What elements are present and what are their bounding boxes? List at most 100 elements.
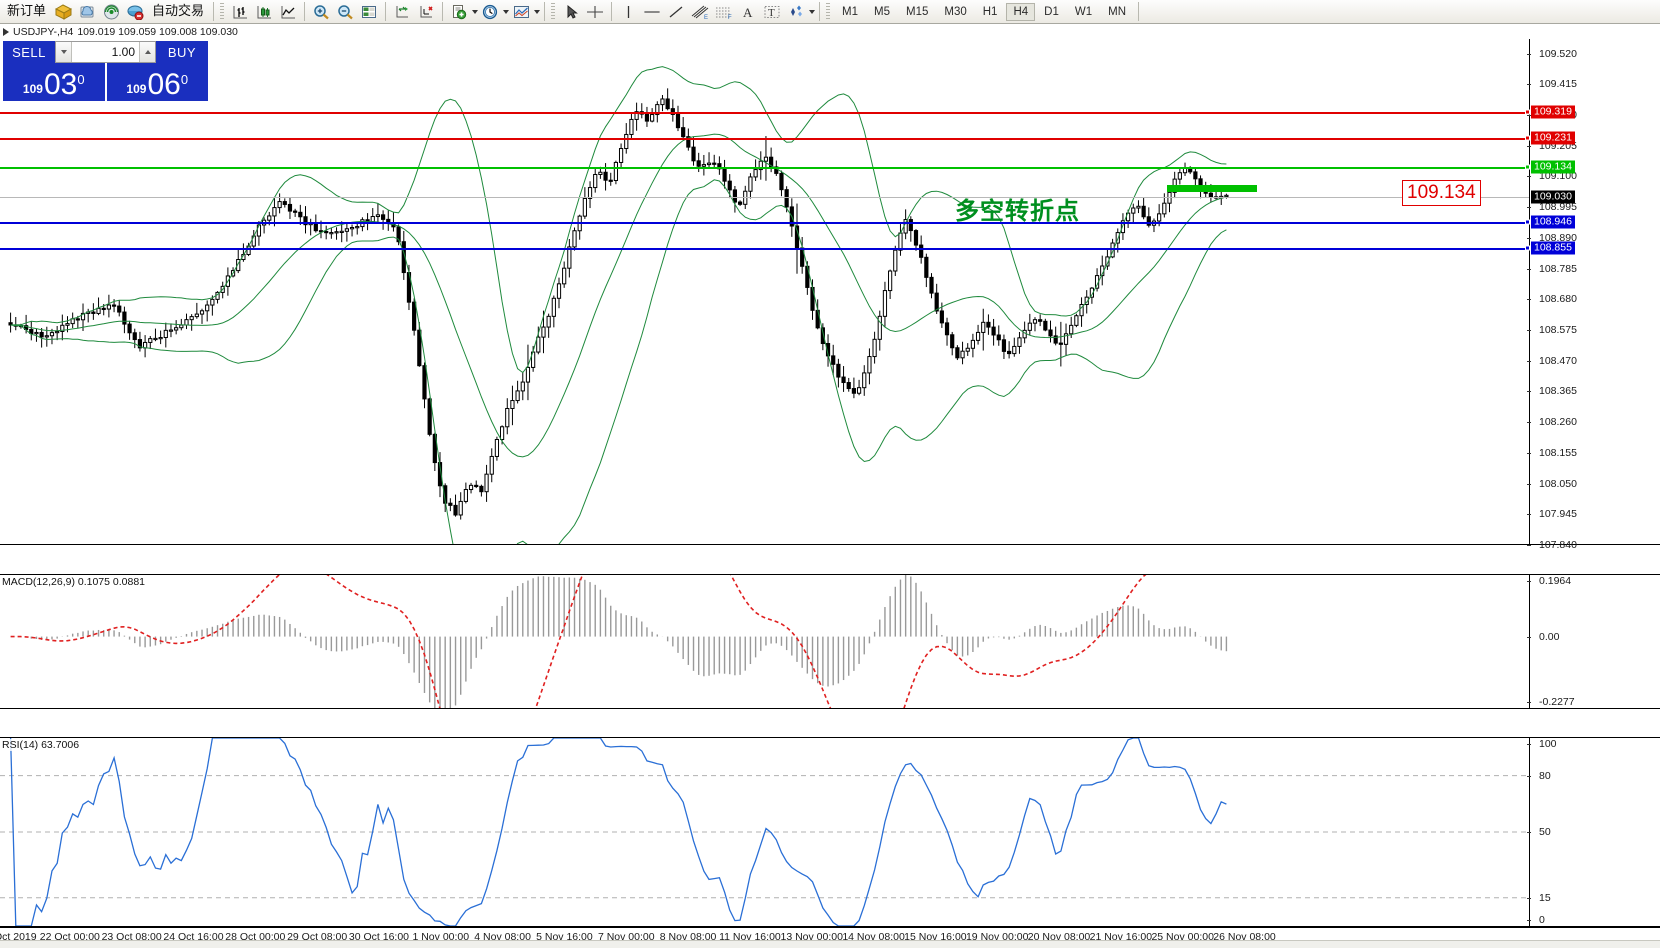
fibonacci-icon[interactable]: F bbox=[713, 1, 735, 22]
period-icon[interactable] bbox=[479, 1, 501, 22]
timeframe-w1[interactable]: W1 bbox=[1074, 5, 1093, 18]
volume-input[interactable]: 1.00 bbox=[72, 42, 139, 62]
svg-text:A: A bbox=[743, 5, 753, 20]
vertical-line-icon[interactable] bbox=[617, 1, 639, 22]
toolbar-grip[interactable] bbox=[551, 2, 556, 21]
price-tick: 109.415 bbox=[1527, 78, 1577, 90]
bar-chart-icon[interactable] bbox=[229, 1, 251, 22]
objects-icon[interactable] bbox=[785, 1, 807, 22]
timeframe-m5[interactable]: M5 bbox=[874, 5, 890, 18]
volume-increase-button[interactable] bbox=[139, 42, 155, 62]
price-level-label[interactable]: 109.030 bbox=[1531, 190, 1575, 204]
expand-arrow-icon[interactable] bbox=[3, 27, 9, 36]
volume-decrease-button[interactable] bbox=[56, 42, 72, 62]
macd-pane[interactable]: MACD(12,26,9) 0.1075 0.0881 0.1964 0.00 -0… bbox=[0, 574, 1660, 709]
price-level-line[interactable] bbox=[0, 138, 1529, 141]
add-indicator-icon[interactable] bbox=[448, 1, 470, 22]
timeframe-m1[interactable]: M1 bbox=[842, 5, 859, 18]
buy-button-label[interactable]: BUY bbox=[156, 41, 208, 63]
svg-text:T: T bbox=[768, 7, 775, 19]
toolbar-separator bbox=[213, 2, 215, 21]
signals-icon[interactable] bbox=[100, 1, 122, 22]
timeframe-d1[interactable]: D1 bbox=[1044, 5, 1059, 18]
volume-stepper[interactable]: 1.00 bbox=[55, 41, 156, 63]
toolbar-grip[interactable] bbox=[826, 2, 831, 21]
status-bar bbox=[0, 940, 1660, 948]
price-level-line[interactable] bbox=[0, 221, 1529, 224]
autoscroll-icon[interactable] bbox=[415, 1, 437, 22]
horizontal-line-icon[interactable] bbox=[641, 1, 663, 22]
price-tick: 108.575 bbox=[1527, 324, 1577, 336]
one-click-trading-panel[interactable]: SELL 1.00 BUY 109 03 0 109 06 0 bbox=[3, 41, 208, 101]
main-chart-plot[interactable]: 多空转折点 109.134 bbox=[0, 39, 1529, 544]
rsi-plot[interactable] bbox=[0, 738, 1529, 926]
buy-price-box[interactable]: 109 06 0 bbox=[106, 63, 208, 101]
market-icon[interactable] bbox=[124, 1, 146, 22]
sell-price-integer: 109 bbox=[22, 82, 43, 96]
auto-trading-button[interactable]: 自动交易 bbox=[152, 3, 205, 19]
price-level-label[interactable]: 109.231 bbox=[1525, 131, 1575, 145]
toolbar-separator bbox=[442, 2, 444, 21]
toolbar-grip[interactable] bbox=[220, 2, 225, 21]
crosshair-icon[interactable] bbox=[584, 1, 606, 22]
timeframe-m15[interactable]: M15 bbox=[906, 5, 929, 18]
chevron-down-icon[interactable] bbox=[809, 9, 816, 14]
rsi-pane[interactable]: RSI(14) 63.7006 100 80 50 15 0 bbox=[0, 737, 1660, 927]
cloud-upload-icon[interactable] bbox=[76, 1, 98, 22]
rsi-line bbox=[9, 738, 1227, 926]
candlestick-chart-icon[interactable] bbox=[253, 1, 275, 22]
price-tick: 107.840 bbox=[1527, 539, 1577, 551]
price-tick: 108.785 bbox=[1527, 263, 1577, 275]
price-axis[interactable]: 109.520109.415109.310109.205109.100108.9… bbox=[1525, 39, 1660, 551]
candlesticks bbox=[8, 88, 1229, 520]
price-level-label[interactable]: 108.855 bbox=[1525, 241, 1575, 255]
price-level-label[interactable]: 108.946 bbox=[1525, 215, 1575, 228]
price-level-line[interactable] bbox=[0, 112, 1529, 115]
price-tick: 108.365 bbox=[1527, 385, 1577, 397]
macd-axis[interactable]: 0.1964 0.00 -0.2277 bbox=[1526, 575, 1660, 708]
toolbar-separator bbox=[611, 2, 613, 21]
buy-price-integer: 109 bbox=[126, 82, 147, 96]
tile-windows-icon[interactable] bbox=[358, 1, 380, 22]
price-level-label[interactable]: 109.319 bbox=[1525, 105, 1575, 119]
price-tick: 109.100 bbox=[1527, 170, 1577, 182]
symbol-name: USDJPY-,H4 bbox=[13, 25, 74, 38]
toolbar-separator bbox=[819, 2, 821, 21]
price-level-line[interactable] bbox=[0, 248, 1529, 251]
timeframe-h4[interactable]: H4 bbox=[1006, 2, 1036, 21]
price-level-label[interactable]: 109.134 bbox=[1525, 160, 1575, 174]
chevron-down-icon[interactable] bbox=[472, 9, 479, 14]
macd-plot[interactable] bbox=[0, 575, 1529, 708]
text-box-icon[interactable]: T bbox=[761, 1, 783, 22]
zoom-in-icon[interactable] bbox=[310, 1, 332, 22]
price-tick: 107.945 bbox=[1527, 508, 1577, 520]
templates-icon[interactable] bbox=[510, 1, 532, 22]
main-chart-pane[interactable]: 多空转折点 109.134 109.520109.415109.310109.2… bbox=[0, 39, 1660, 551]
new-order-button[interactable]: 新订单 bbox=[7, 3, 47, 19]
chevron-down-icon[interactable] bbox=[503, 9, 510, 14]
text-label-icon[interactable]: A bbox=[737, 1, 759, 22]
trendline-icon[interactable] bbox=[665, 1, 687, 22]
timeframe-mn[interactable]: MN bbox=[1108, 5, 1126, 18]
shift-chart-icon[interactable] bbox=[391, 1, 413, 22]
zoom-out-icon[interactable] bbox=[334, 1, 356, 22]
price-level-line[interactable] bbox=[0, 196, 1529, 198]
chart-annotation-text: 多空转折点 bbox=[955, 197, 1080, 225]
timeframe-h1[interactable]: H1 bbox=[982, 5, 998, 18]
sell-price-fraction: 0 bbox=[77, 72, 85, 87]
sell-button-label[interactable]: SELL bbox=[3, 41, 55, 63]
chevron-down-icon[interactable] bbox=[534, 9, 541, 14]
rsi-axis[interactable]: 100 80 50 15 0 bbox=[1527, 738, 1660, 926]
new-order-icon[interactable] bbox=[52, 1, 74, 22]
sell-price-box[interactable]: 109 03 0 bbox=[3, 63, 105, 101]
cursor-icon[interactable] bbox=[560, 1, 582, 22]
buy-price-fraction: 0 bbox=[180, 72, 189, 87]
price-tick: 108.260 bbox=[1527, 416, 1577, 428]
svg-text:E: E bbox=[704, 15, 708, 20]
equidistant-channel-icon[interactable]: E bbox=[689, 1, 711, 22]
price-tick: 108.995 bbox=[1527, 201, 1577, 213]
timeframe-m30[interactable]: M30 bbox=[944, 5, 967, 18]
price-level-line[interactable] bbox=[0, 166, 1529, 169]
line-chart-icon[interactable] bbox=[277, 1, 299, 22]
symbol-ohlc: 109.019 109.059 109.008 109.030 bbox=[77, 25, 238, 38]
